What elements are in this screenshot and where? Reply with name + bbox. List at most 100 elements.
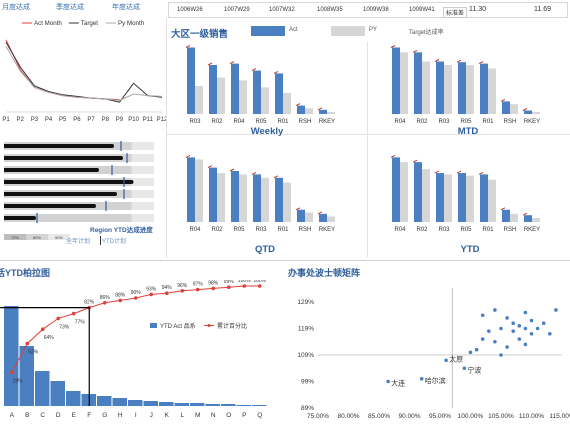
pareto-x-tick-10: K: [165, 412, 170, 419]
pareto-legend-bar-swatch: [150, 323, 157, 328]
panel3-x-tick-1: R02: [416, 227, 428, 233]
panel0-target-mark-1: [207, 62, 213, 66]
progress-actual-bar-1: [4, 156, 121, 160]
scatter-y-tick-2: 109%: [297, 352, 314, 359]
scatter-point-15: [535, 326, 540, 331]
panel-vertical-divider: [367, 42, 368, 257]
panel0-py-bar-6: [327, 111, 335, 114]
legend-target-label: Target达成率: [409, 30, 444, 36]
scatter-point-11: [511, 329, 515, 333]
scatter-x-tick-1: 80.00%: [337, 413, 359, 420]
boston-matrix-chart: 129% 119% 109% 99% 89%75.00% 80.00% 85.00% 90.0…: [297, 288, 570, 420]
progress-actual-bar-2: [4, 168, 97, 172]
panel2-x-tick-6: RKEY: [319, 227, 335, 233]
scatter-x-tick-0: 75.00%: [307, 413, 329, 420]
scatter-y-tick-0: 129%: [297, 299, 314, 306]
panel3-target-mark-3: [456, 170, 462, 174]
line-series-2: [5, 46, 163, 102]
legend-py-swatch: [331, 26, 365, 36]
scatter-point-16: [541, 321, 546, 325]
pareto-bar-16: [252, 405, 267, 406]
pareto-cumulative-label-12: 97%: [193, 282, 204, 288]
pareto-chart: A B C D E F G H I J K L M N O P Q 28% 52% 64% 73% 77% 82% 86% 88…: [0, 280, 267, 419]
progress-actual-bar-0: [4, 144, 112, 148]
tab-monthly[interactable]: 月度达成: [2, 4, 30, 11]
scatter-x-tick-8: 115.00%: [549, 413, 570, 420]
progress-scale-band-2: [48, 234, 70, 240]
pareto-cumulative-label-15: 100%: [238, 280, 251, 284]
panel2-py-bar-3: [261, 177, 269, 222]
scatter-point-0: [386, 379, 390, 384]
panel2-act-bar-5: [297, 209, 305, 222]
pareto-cumulative-point-0: [9, 370, 14, 375]
week-header-4: 1008W35: [317, 7, 343, 13]
pareto-cumulative-label-2: 64%: [44, 335, 55, 341]
scatter-point-21: [505, 316, 509, 320]
panel2-x-tick-2: R05: [233, 227, 245, 233]
pareto-cumulative-label-5: 82%: [84, 300, 95, 306]
scatter-point-23: [523, 326, 528, 331]
panel3-target-mark-2: [434, 170, 440, 174]
panel2-target-mark-5: [295, 207, 301, 211]
panel3-act-bar-2: [436, 173, 444, 222]
panel0-py-bar-4: [283, 93, 291, 114]
pareto-bar-13: [205, 404, 220, 406]
panel3-x-tick-0: R04: [394, 227, 406, 233]
section-divider: [0, 260, 570, 261]
panel1-py-bar-3: [466, 65, 474, 114]
week-header-1: 1006W26: [177, 7, 203, 13]
progress-actual-bar-4: [4, 192, 115, 196]
panel1-x-tick-2: R03: [438, 119, 450, 125]
tab-quarterly[interactable]: 季度达成: [56, 4, 84, 11]
panel2-target-mark-2: [229, 168, 235, 172]
panel1-py-bar-0: [400, 52, 408, 114]
pareto-legend-line-dot: [207, 324, 211, 327]
progress-actual-dot-5: [92, 204, 96, 208]
tab-yearly[interactable]: 年度达成: [112, 4, 140, 11]
line-x-tick-6: P7: [87, 117, 95, 123]
line-series-1: [5, 42, 163, 103]
panel0-label: Weekly: [251, 126, 284, 136]
panel1-py-bar-4: [488, 68, 496, 114]
legend-act-label: Act: [289, 27, 298, 33]
panel2-target-mark-4: [273, 175, 279, 179]
scatter-point-19: [480, 313, 485, 318]
pareto-x-tick-13: N: [211, 412, 216, 419]
panel2-act-bar-1: [209, 167, 217, 222]
line-x-tick-10: P11: [143, 117, 154, 123]
std-value-1: 11.30: [469, 6, 486, 13]
panel1-act-bar-1: [414, 52, 422, 114]
pareto-legend-bar-label: YTD Act 品系: [160, 322, 196, 330]
panel1-target-mark-4: [478, 61, 484, 65]
line-x-tick-2: P3: [31, 117, 39, 123]
scatter-x-tick-6: 105.00%: [488, 413, 514, 420]
panel0-target-mark-0: [185, 45, 191, 48]
panel1-py-bar-6: [532, 111, 540, 114]
panel1-target-mark-2: [434, 59, 440, 62]
panel3-py-bar-5: [510, 213, 518, 222]
panel1-act-bar-2: [436, 61, 444, 114]
panel2-target-mark-1: [207, 165, 213, 169]
line-x-tick-11: P12: [157, 117, 166, 123]
pareto-x-tick-6: G: [102, 412, 107, 419]
line-x-tick-1: P2: [17, 117, 25, 123]
pareto-x-tick-2: C: [40, 412, 45, 419]
line-x-tick-7: P8: [102, 117, 110, 123]
week-header-row: 1006W26 1007W29 1007W32 1008W35 1009W38 …: [168, 2, 568, 18]
scatter-point-3: [462, 366, 467, 371]
panel0-x-tick-1: R02: [211, 119, 223, 125]
pareto-legend-line-label: 累计百分比: [217, 322, 247, 330]
pareto-x-tick-5: F: [87, 412, 91, 419]
pareto-cumulative-label-6: 86%: [100, 295, 111, 301]
panel2-target-mark-3: [251, 171, 257, 175]
line-x-tick-3: P4: [45, 117, 53, 123]
pareto-x-tick-7: H: [118, 412, 123, 419]
panel3-py-bar-0: [400, 162, 408, 222]
panel0-py-bar-3: [261, 87, 269, 114]
pareto-cumulative-point-11: [180, 289, 185, 293]
panel0-x-tick-5: RSH: [299, 119, 312, 125]
scatter-point-14: [529, 318, 534, 323]
panel3-target-mark-0: [390, 154, 396, 158]
scatter-point-17: [548, 332, 552, 336]
pareto-bar-1: [19, 346, 34, 406]
